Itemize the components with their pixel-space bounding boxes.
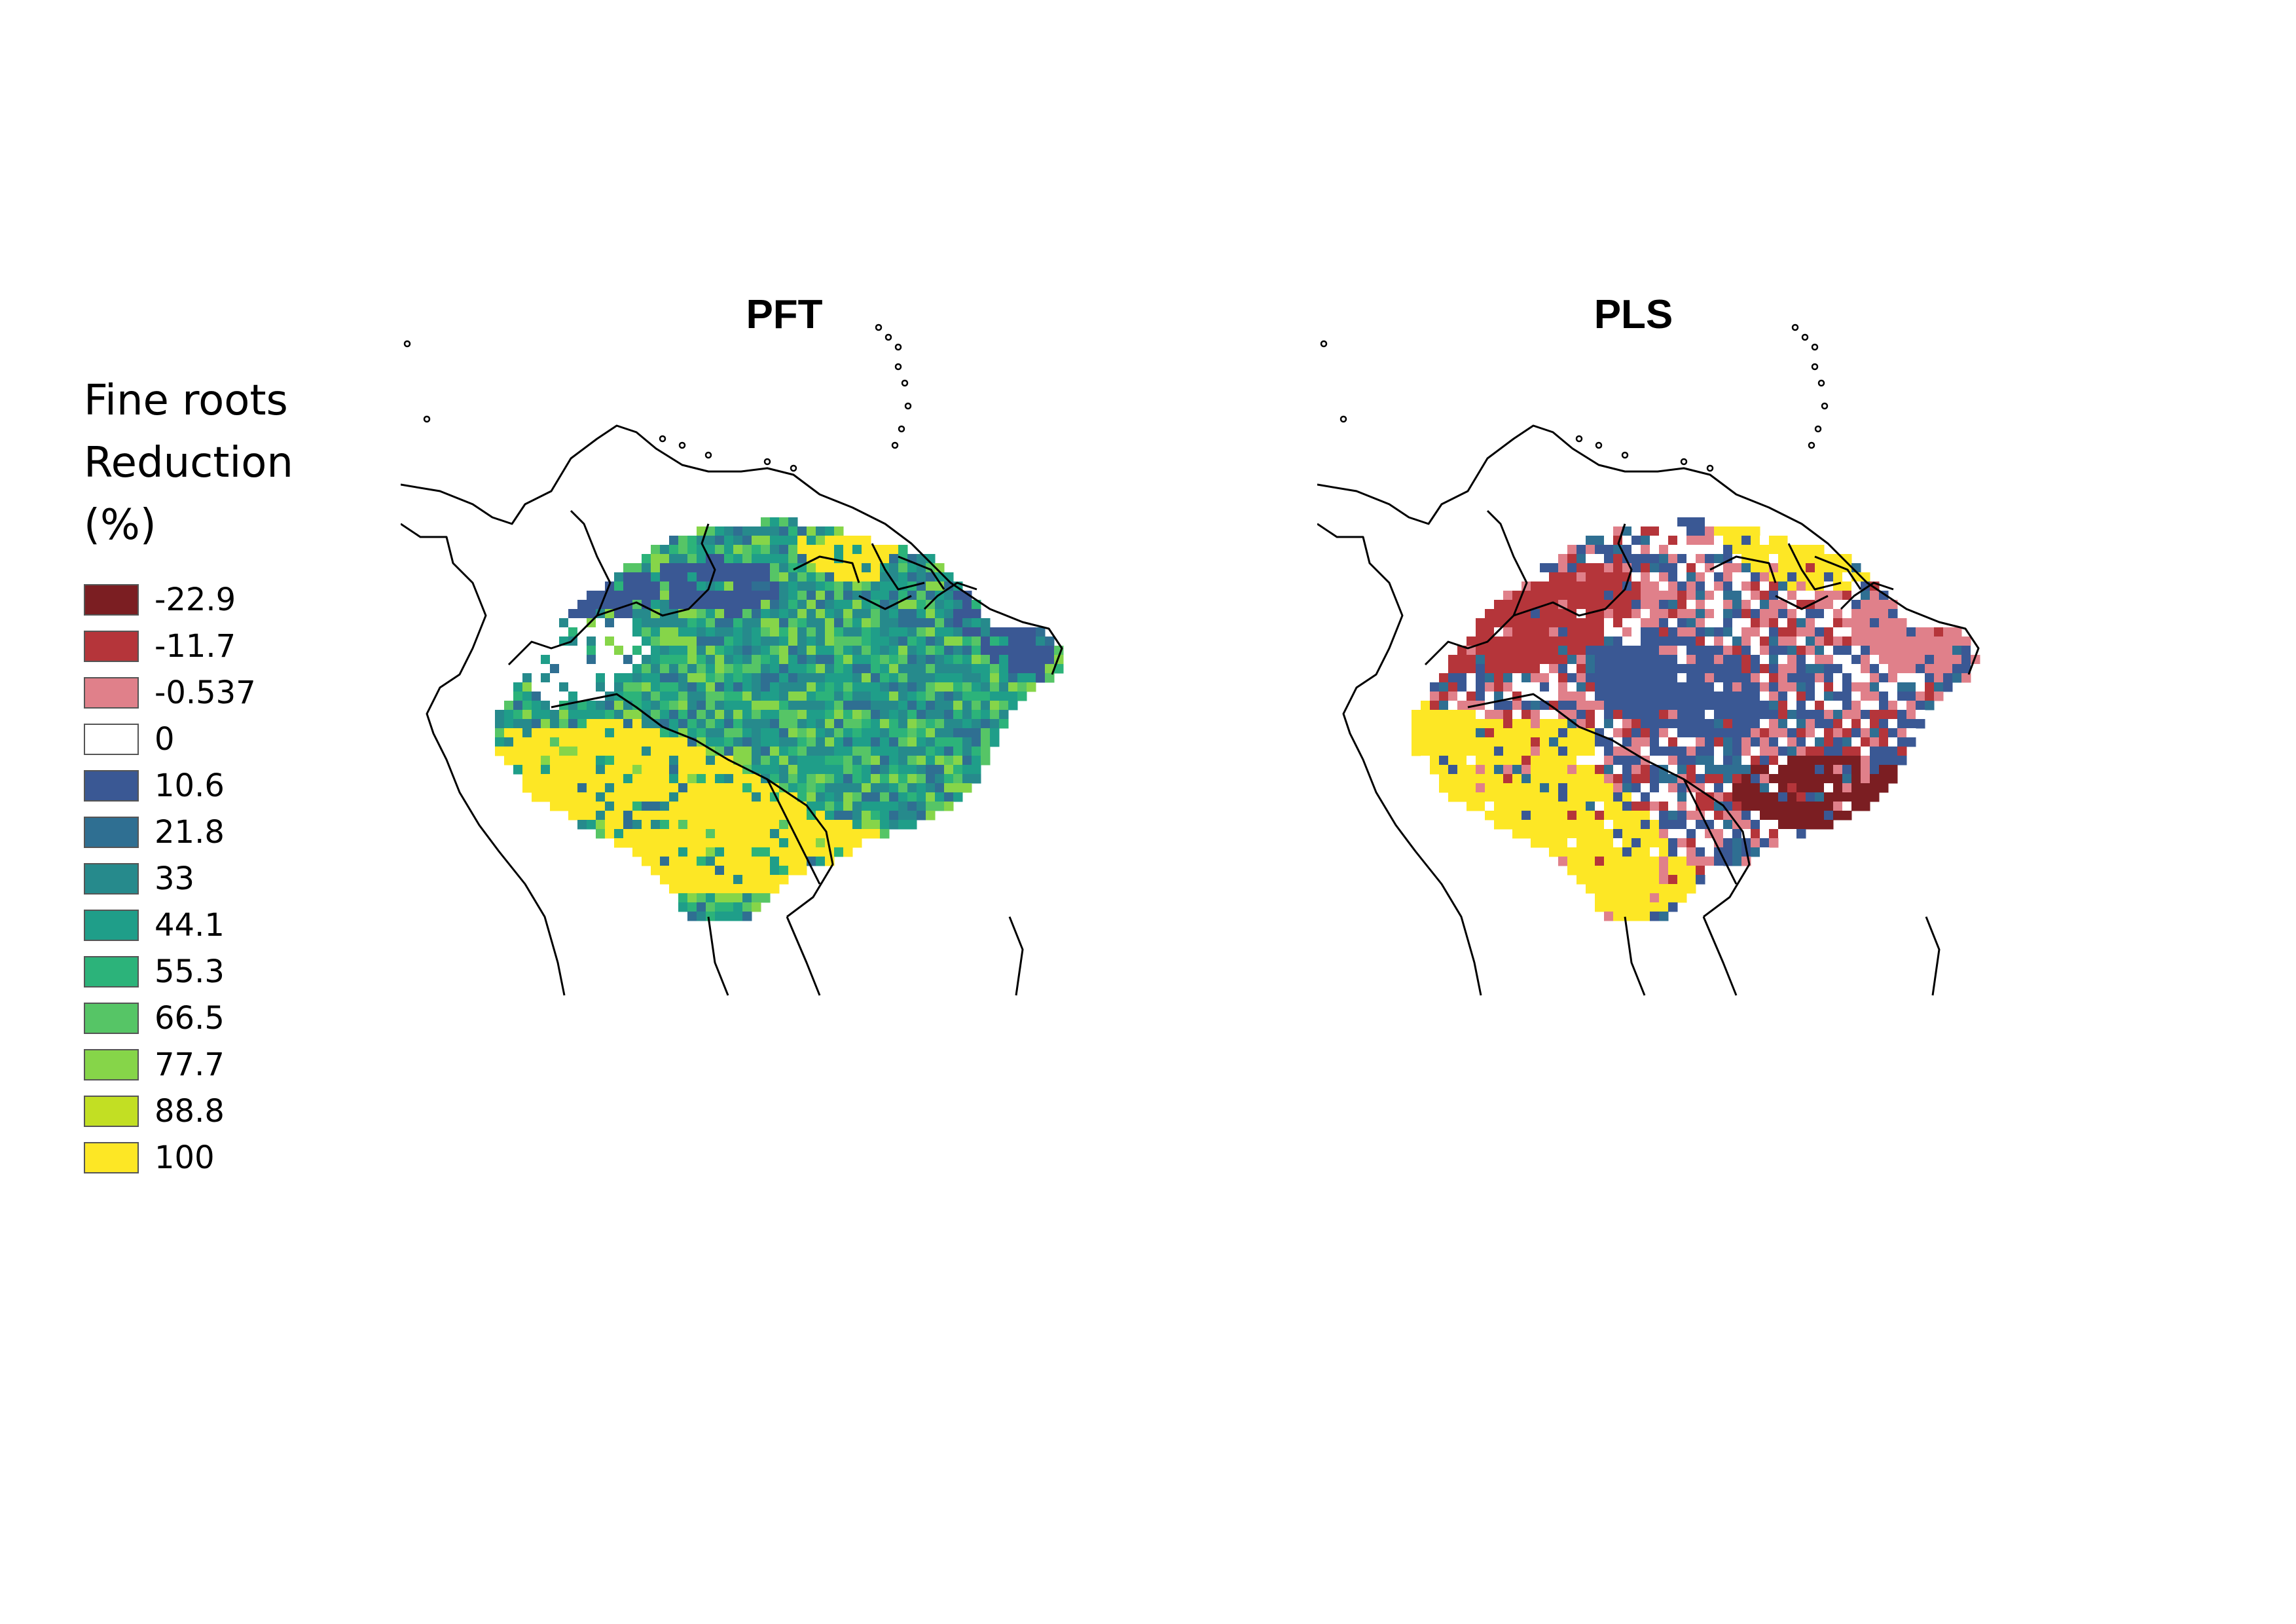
legend-item-label: 44.1 (155, 906, 225, 944)
legend-swatch (84, 1048, 139, 1080)
legend-swatch (84, 1141, 139, 1173)
legend-item-label: 10.6 (155, 767, 225, 804)
legend-item-label: 77.7 (155, 1046, 225, 1083)
legend-swatch (84, 583, 139, 616)
legend-swatch (84, 909, 139, 941)
map-panel-pls (1317, 323, 1980, 996)
legend-item-label: 100 (155, 1139, 215, 1176)
legend-items: -22.9 -11.7 -0.537 0 10.6 21.8 33 44.1 55.3 66.5 7… (84, 576, 359, 1181)
legend-swatch (84, 1095, 139, 1127)
legend-item: -0.537 (84, 669, 359, 716)
colorbar-legend: Fine roots Reduction (%) -22.9 -11.7 -0.53… (84, 370, 359, 1181)
panel-title-pft: PFT (746, 292, 823, 337)
legend-item: 0 (84, 716, 359, 762)
legend-item-label: -11.7 (155, 627, 236, 665)
legend-title-line-3: (%) (84, 501, 156, 549)
legend-item: 21.8 (84, 809, 359, 855)
legend-item: -11.7 (84, 623, 359, 669)
legend-swatch (84, 723, 139, 755)
legend-item-label: 0 (155, 720, 175, 758)
legend-swatch (84, 955, 139, 987)
country-borders (401, 323, 1063, 996)
panel-title-pls: PLS (1594, 292, 1673, 337)
legend-swatch (84, 676, 139, 709)
legend-swatch (84, 769, 139, 802)
legend-item: 77.7 (84, 1041, 359, 1088)
legend-item: 10.6 (84, 762, 359, 809)
legend-item-label: 33 (155, 860, 195, 897)
legend-swatch (84, 862, 139, 895)
legend-title-line-2: Reduction (84, 439, 293, 487)
raster-layer (495, 517, 1064, 921)
legend-item-label: -22.9 (155, 581, 236, 618)
legend-item-label: -0.537 (155, 674, 256, 711)
legend-item-label: 21.8 (155, 813, 225, 851)
map-panel-pft (401, 323, 1064, 996)
legend-item-label: 88.8 (155, 1092, 225, 1130)
legend-item: 33 (84, 855, 359, 902)
legend-item: 66.5 (84, 995, 359, 1041)
legend-item-label: 66.5 (155, 999, 225, 1037)
legend-item-label: 55.3 (155, 953, 225, 990)
legend-item: 100 (84, 1134, 359, 1181)
legend-item: 88.8 (84, 1088, 359, 1134)
legend-item: 55.3 (84, 948, 359, 995)
legend-swatch (84, 630, 139, 662)
legend-title: Fine roots Reduction (%) (84, 370, 359, 557)
country-borders (1317, 323, 1980, 996)
legend-swatch (84, 816, 139, 848)
legend-swatch (84, 1002, 139, 1034)
legend-item: 44.1 (84, 902, 359, 948)
legend-title-line-1: Fine roots (84, 377, 288, 425)
legend-item: -22.9 (84, 576, 359, 623)
raster-layer (1412, 517, 1980, 921)
